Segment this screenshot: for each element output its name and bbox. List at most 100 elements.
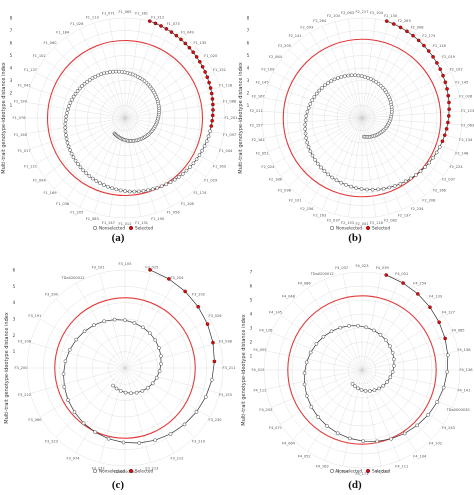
angular-tick-label: F1_056: [167, 211, 181, 215]
nonselected-point: [319, 165, 323, 170]
angular-tick-label: F1_020: [204, 54, 218, 58]
nonselected-point: [321, 334, 326, 339]
nonselected-point: [349, 184, 353, 189]
selected-point: [211, 108, 215, 112]
nonselected-point: [110, 186, 114, 191]
angular-tick-label: F3_105: [118, 262, 131, 266]
angular-tick-label: F4_064: [282, 442, 296, 446]
angular-tick-label: F4_086: [298, 282, 312, 286]
nonselected-point: [366, 75, 370, 80]
nonselected-point: [336, 76, 340, 80]
selected-point: [194, 55, 199, 59]
panel-d-label: (d): [348, 479, 362, 491]
nonselected-point: [356, 73, 361, 78]
angular-tick-label: F2_211: [250, 109, 263, 113]
nonselected-point: [141, 325, 145, 330]
nonselected-point: [70, 97, 74, 102]
angular-tick-label: F3_290: [45, 293, 59, 297]
radial-tick-label: 1: [13, 349, 16, 354]
selected-point: [148, 268, 152, 272]
nonselected-point: [392, 357, 396, 362]
grid-spoke: [292, 300, 363, 371]
nonselected-point: [314, 342, 319, 346]
selected-point: [205, 322, 210, 326]
nonselected-point: [381, 186, 386, 191]
angular-tick-label: F1_113: [86, 15, 99, 19]
legend-nonselected-marker: [92, 468, 98, 474]
selected-point: [174, 33, 179, 38]
angular-tick-label: F4_126: [259, 328, 273, 332]
angular-tick-label: F2_166: [433, 189, 447, 193]
selected-point: [431, 55, 435, 59]
nonselected-point: [375, 439, 379, 444]
selected-point: [446, 93, 451, 98]
legend-selected-marker: [128, 468, 134, 474]
nonselected-point: [342, 74, 347, 78]
radial-tick-label: 2: [13, 333, 16, 338]
angular-tick-label: F4_071: [269, 426, 282, 430]
selected-point: [435, 61, 439, 65]
radial-tick-label: 4: [13, 300, 16, 305]
radial-tick-label: 8: [10, 16, 13, 21]
nonselected-point: [302, 382, 307, 387]
grid-spoke: [265, 350, 363, 371]
selected-point: [211, 102, 215, 107]
legend-selected-marker: [128, 225, 134, 231]
grid-spoke: [280, 315, 363, 371]
nonselected-point: [356, 323, 360, 328]
nonselected-point: [314, 91, 319, 96]
angular-tick-label: F1_147: [102, 221, 115, 225]
nonselected-point: [308, 350, 313, 355]
nonselected-point: [203, 395, 208, 399]
angular-tick-label: F1_205: [70, 211, 83, 215]
grid-spoke: [322, 26, 363, 119]
nonselected-point: [65, 140, 70, 145]
nonselected-point: [154, 375, 159, 380]
nonselected-point: [164, 182, 169, 187]
angular-tick-label: F2_137: [398, 213, 411, 217]
angular-tick-label: F2_101: [289, 198, 302, 202]
nonselected-point: [92, 323, 96, 327]
grid-ring: [26, 269, 224, 467]
angular-tick-label: F4_112: [253, 388, 266, 392]
angular-tick-label: F2_024: [261, 165, 275, 169]
nonselected-point: [102, 183, 106, 187]
angular-tick-label: F2_224: [450, 165, 464, 169]
nonselected-point: [346, 73, 351, 78]
selected-point: [169, 30, 174, 34]
nonselected-point: [155, 186, 160, 190]
panel-a-label: (a): [112, 232, 125, 244]
angular-tick-label: F2_041: [355, 222, 368, 226]
selected-point: [183, 289, 187, 294]
angular-tick-label: F4_127: [442, 310, 455, 314]
nonselected-point: [390, 350, 395, 355]
nonselected-point: [316, 415, 321, 419]
legend-nonselected-label: Nonselected: [99, 469, 125, 474]
angular-tick-label: F1_199: [14, 100, 28, 104]
angular-tick-label: F2_217: [355, 10, 368, 14]
nonselected-point: [123, 189, 128, 193]
angular-tick-label: F1_190: [151, 217, 165, 221]
nonselected-point: [427, 160, 432, 165]
nonselected-point: [418, 169, 423, 174]
nonselected-point: [146, 188, 150, 193]
nonselected-point: [434, 150, 439, 155]
angular-tick-label: F1_094: [33, 179, 47, 183]
nonselected-point: [137, 441, 142, 445]
nonselected-point: [65, 111, 69, 115]
nonselected-point: [67, 347, 72, 352]
nonselected-point: [73, 158, 78, 163]
grid-ring: [336, 92, 388, 144]
angular-tick-label: F1_065: [118, 10, 131, 14]
nonselected-point: [61, 372, 66, 376]
grid-spoke: [361, 369, 382, 467]
nonselected-point: [384, 338, 388, 342]
nonselected-point: [359, 187, 364, 191]
angular-tick-label: F2_102: [450, 67, 463, 71]
grid-ring: [299, 55, 425, 181]
grid-ring: [24, 17, 226, 219]
angular-tick-label: F3_106: [18, 339, 32, 343]
nonselected-point: [332, 77, 337, 82]
angular-tick-label: F1_131: [135, 221, 148, 225]
angular-tick-label: F1_184: [56, 30, 70, 34]
